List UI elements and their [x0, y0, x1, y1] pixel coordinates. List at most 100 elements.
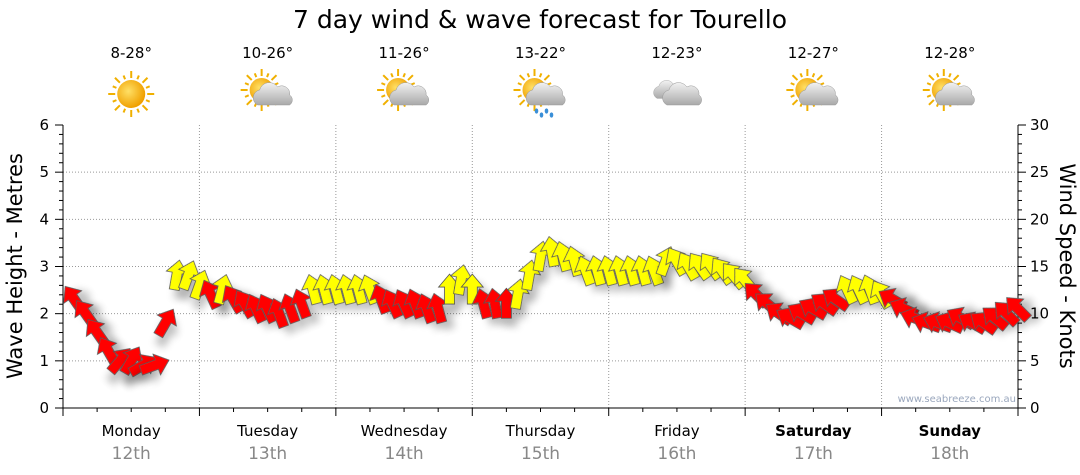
- wind-arrows: [63, 235, 1033, 378]
- y-tick-left: 4: [39, 210, 49, 228]
- sun-ray: [246, 99, 253, 106]
- day-temperature-range: 8-28°: [110, 44, 152, 62]
- sun-ray: [935, 72, 940, 78]
- y-tick-right: 5: [1030, 352, 1040, 370]
- cloudy-icon: [653, 80, 702, 106]
- rain-drop: [549, 112, 554, 118]
- cloud: [525, 82, 566, 106]
- sun-ray: [790, 82, 795, 86]
- sun-ray: [381, 94, 386, 98]
- rain-drop: [534, 108, 539, 114]
- rain-drop: [544, 108, 549, 114]
- sun-ray: [791, 99, 799, 106]
- sun-ray: [145, 99, 151, 103]
- y-tick-left: 5: [39, 163, 49, 181]
- sun-ray: [518, 99, 526, 106]
- y-axis-right-title: Wind Speed - Knots: [1055, 163, 1079, 368]
- sun-ray: [381, 82, 386, 86]
- y-axis-left-title: Wave Height - Metres: [3, 153, 27, 379]
- y-tick-right: 0: [1030, 399, 1040, 417]
- wind-arrow: [1006, 297, 1033, 323]
- x-tick-day-label: Tuesday: [236, 422, 298, 440]
- sun-ray: [407, 74, 414, 81]
- y-tick-left: 0: [39, 399, 49, 417]
- day-temperature-range: 10-26°: [242, 44, 293, 62]
- x-tick-date-label: 18th: [930, 444, 969, 464]
- partly-cloudy-icon: [922, 69, 975, 111]
- sun-ray: [402, 72, 406, 78]
- sun-ray: [390, 72, 394, 78]
- y-tick-right: 10: [1030, 305, 1049, 323]
- cloud: [662, 82, 702, 106]
- y-tick-left: 1: [39, 352, 49, 370]
- sun-ray: [926, 82, 932, 86]
- sun-ray: [543, 74, 551, 81]
- sun-ray: [145, 85, 151, 89]
- chart-title: 7 day wind & wave forecast for Tourello: [293, 5, 787, 34]
- x-tick-date-label: 16th: [657, 444, 696, 464]
- sun-ray: [112, 99, 117, 103]
- cloud-shape: [798, 82, 839, 106]
- sun-ray: [112, 85, 117, 89]
- sun-ray: [816, 74, 823, 81]
- daily-summary: 8-28° 10-26° 11-26° 13-22° 12-23° 12-27° 12-28…: [108, 44, 975, 118]
- cloud: [798, 82, 839, 106]
- sun-ray: [122, 108, 127, 113]
- x-tick-day-label: Monday: [102, 422, 161, 440]
- wind-arrow: [153, 308, 177, 339]
- sun-ray: [136, 75, 140, 80]
- sun-ray: [517, 94, 522, 98]
- cloud: [935, 82, 975, 106]
- y-tick-left: 6: [39, 116, 49, 134]
- sun-ray: [517, 82, 522, 86]
- rain-drop: [539, 112, 544, 118]
- sun-ray: [948, 72, 952, 78]
- axes: 0 01 52 103 154 205 256 30: [39, 116, 1049, 417]
- sun-ray: [244, 82, 250, 86]
- sun-disc: [117, 80, 146, 108]
- x-tick-date-label: 13th: [248, 444, 287, 464]
- wind-arrow: [699, 252, 724, 282]
- sunny-icon: [108, 71, 155, 117]
- cloud-shape: [525, 82, 566, 106]
- partly-cloudy-icon: [377, 69, 430, 111]
- sun-ray: [266, 72, 270, 78]
- showers-icon: [513, 69, 566, 118]
- x-tick-date-label: 12th: [112, 444, 151, 464]
- x-tick-day-label: Friday: [654, 422, 700, 440]
- sun-ray: [114, 77, 121, 84]
- sun-ray: [246, 74, 253, 81]
- wind-arrow: [138, 353, 170, 376]
- cloud-shape: [252, 82, 293, 106]
- sun-ray: [928, 99, 935, 106]
- cloud-shape: [935, 82, 975, 106]
- sun-ray: [141, 104, 149, 111]
- day-temperature-range: 12-28°: [924, 44, 975, 62]
- cloud-shape: [662, 82, 702, 106]
- sun-ray: [538, 72, 543, 78]
- day-temperature-range: 11-26°: [379, 44, 430, 62]
- sun-ray: [799, 72, 803, 78]
- sun-ray: [136, 108, 140, 113]
- y-tick-right: 30: [1030, 116, 1049, 134]
- y-tick-right: 25: [1030, 163, 1049, 181]
- sun-ray: [526, 72, 531, 78]
- day-temperature-range: 12-23°: [651, 44, 702, 62]
- sun-ray: [790, 94, 795, 98]
- sun-ray: [244, 94, 250, 98]
- sun-ray: [122, 75, 127, 80]
- x-tick-day-label: Thursday: [505, 422, 576, 440]
- sun-ray: [382, 74, 389, 81]
- sun-ray: [382, 99, 389, 106]
- partly-cloudy-icon: [240, 69, 293, 111]
- sun-ray: [114, 104, 121, 111]
- y-tick-left: 2: [39, 305, 49, 323]
- sun-ray: [926, 94, 932, 98]
- day-temperature-range: 12-27°: [788, 44, 839, 62]
- x-tick-day-label: Sunday: [919, 422, 982, 440]
- y-tick-left: 3: [39, 258, 49, 276]
- x-tick-date-label: 15th: [521, 444, 560, 464]
- x-tick-day-label: Saturday: [775, 422, 852, 440]
